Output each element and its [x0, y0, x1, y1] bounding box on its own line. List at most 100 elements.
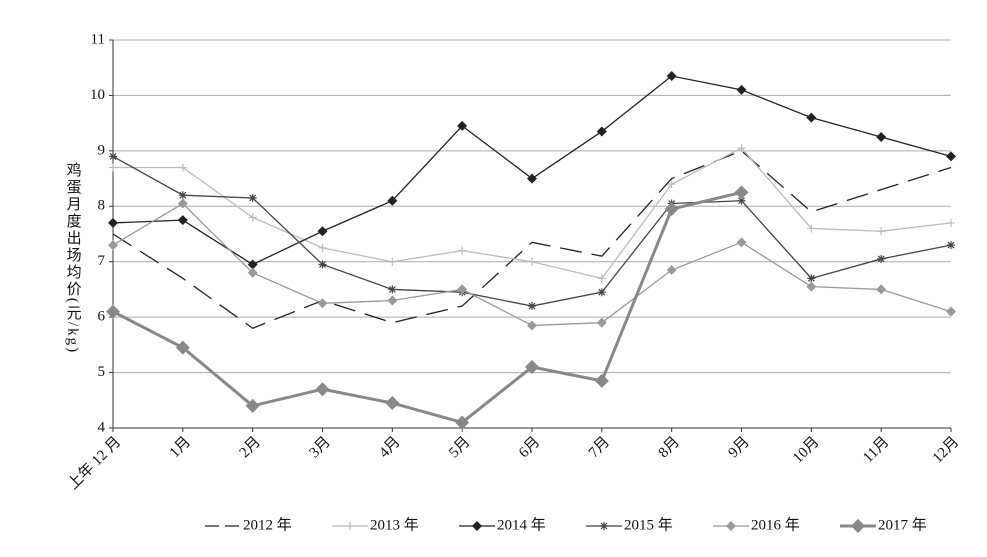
marker — [947, 241, 955, 250]
marker — [597, 288, 606, 297]
marker — [736, 84, 747, 95]
x-tick-label: 10月 — [790, 434, 823, 467]
marker — [877, 227, 886, 236]
x-tick-label: 8月 — [656, 434, 683, 461]
marker — [315, 382, 330, 397]
marker — [600, 522, 608, 530]
series-line — [112, 190, 742, 425]
y-tick-label: 5 — [98, 364, 106, 380]
marker — [597, 274, 606, 283]
marker — [527, 320, 537, 331]
marker — [177, 215, 188, 226]
marker — [807, 224, 816, 233]
series — [108, 198, 956, 331]
marker — [457, 284, 468, 295]
marker — [178, 191, 187, 200]
y-tick-label: 9 — [98, 142, 106, 158]
series — [112, 150, 952, 329]
marker — [317, 298, 328, 309]
marker — [596, 317, 607, 328]
x-tick-label: 2月 — [237, 434, 264, 461]
marker — [877, 254, 886, 263]
y-tick-label: 11 — [91, 31, 105, 47]
x-tick-label: 9月 — [726, 434, 753, 461]
x-tick-label: 5月 — [446, 434, 473, 461]
marker — [527, 173, 537, 184]
legend-label: 2013 年 — [370, 516, 419, 533]
marker — [346, 522, 354, 530]
series-line — [112, 75, 952, 266]
marker — [318, 243, 327, 252]
marker — [737, 144, 746, 153]
series — [109, 144, 955, 283]
marker — [248, 213, 257, 222]
marker — [946, 151, 956, 162]
marker — [247, 259, 258, 270]
marker — [666, 71, 677, 82]
x-tick-label: 11月 — [860, 434, 892, 466]
marker — [109, 163, 117, 172]
y-tick-label: 10 — [90, 87, 105, 103]
marker — [178, 163, 187, 172]
marker — [726, 521, 736, 531]
legend-label: 2015 年 — [624, 516, 673, 533]
marker — [851, 519, 865, 533]
marker — [525, 360, 539, 375]
marker — [734, 185, 749, 200]
marker — [736, 237, 747, 248]
marker — [737, 196, 746, 205]
marker — [388, 285, 397, 294]
x-tick-label: 7月 — [586, 434, 613, 461]
marker — [947, 218, 955, 227]
y-tick-label: 8 — [98, 198, 106, 214]
marker — [472, 521, 482, 531]
legend-label: 2014 年 — [497, 516, 546, 533]
marker — [457, 120, 468, 131]
marker — [807, 274, 816, 283]
marker — [177, 198, 188, 209]
x-tick-label: 4月 — [376, 434, 403, 461]
x-tick-label: 上年 12 月 — [64, 433, 124, 493]
marker — [247, 267, 258, 278]
marker — [388, 257, 397, 266]
marker — [876, 284, 887, 295]
marker — [528, 257, 536, 266]
marker — [108, 240, 118, 251]
marker — [876, 132, 887, 142]
marker — [664, 202, 679, 217]
y-axis-label: 鸡蛋月度出场均价(元/kg) — [65, 162, 82, 354]
x-tick-label: 3月 — [307, 434, 334, 461]
marker — [946, 306, 956, 317]
marker — [666, 265, 677, 276]
marker — [528, 302, 536, 311]
marker — [667, 180, 676, 189]
marker — [596, 126, 607, 137]
x-tick-label: 1月 — [167, 434, 194, 461]
marker — [175, 340, 190, 355]
legend-label: 2017 年 — [878, 516, 927, 533]
x-tick-label: 6月 — [516, 434, 543, 461]
marker — [458, 246, 467, 255]
series — [106, 185, 749, 430]
series-line — [112, 150, 952, 329]
marker — [248, 193, 257, 202]
marker — [806, 281, 817, 292]
legend-label: 2016 年 — [751, 516, 800, 533]
marker — [318, 260, 327, 269]
legend-label: 2012 年 — [243, 516, 292, 533]
marker — [387, 195, 398, 206]
marker — [594, 373, 609, 388]
marker — [806, 112, 817, 123]
marker — [108, 217, 118, 228]
y-tick-label: 6 — [98, 309, 106, 325]
x-tick-label: 12月 — [930, 434, 963, 467]
y-tick-label: 4 — [98, 419, 106, 435]
marker — [317, 226, 328, 237]
marker — [245, 398, 260, 413]
marker — [387, 295, 398, 306]
marker — [455, 415, 470, 430]
series — [108, 71, 956, 270]
marker — [385, 396, 400, 411]
marker — [109, 152, 117, 161]
